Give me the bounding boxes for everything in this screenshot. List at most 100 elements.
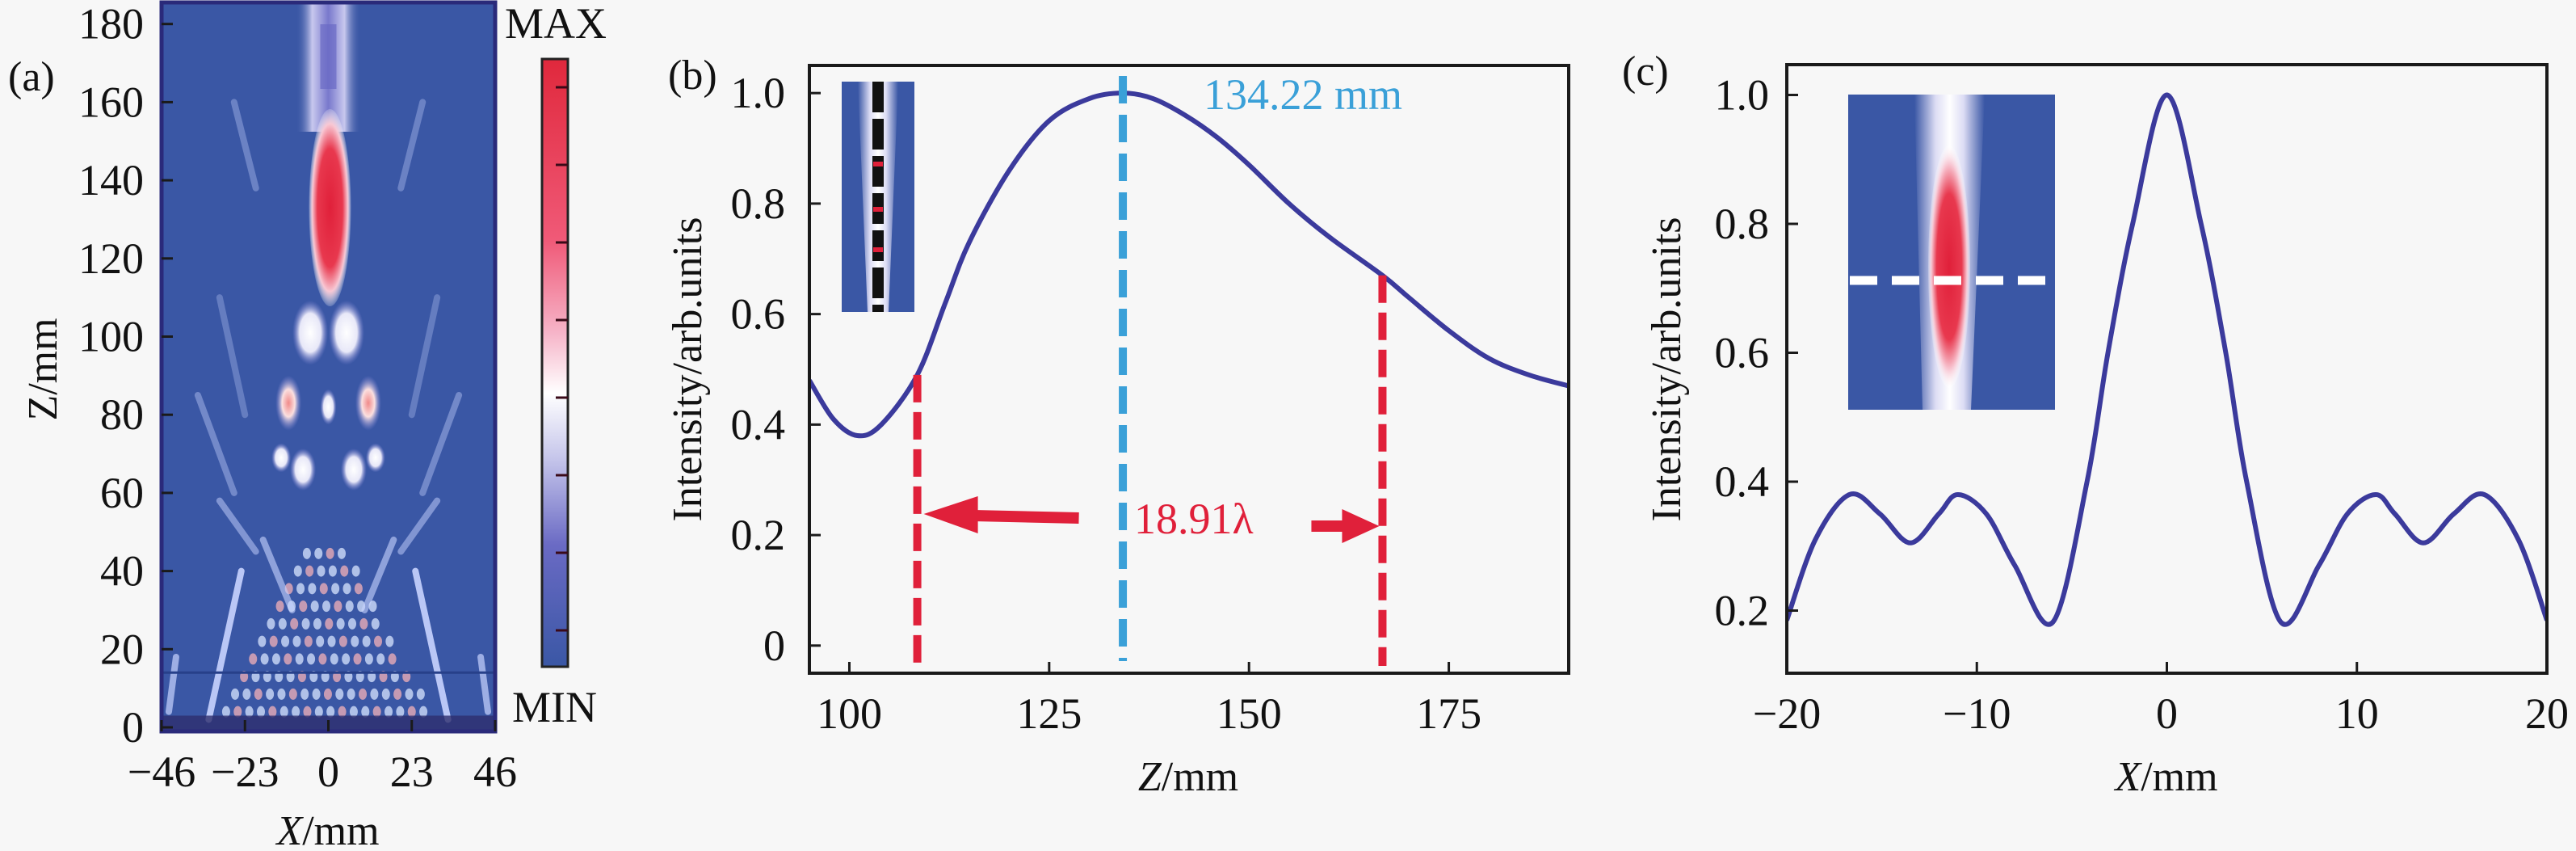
interference-speckle bbox=[326, 547, 334, 559]
interference-speckle bbox=[326, 706, 335, 718]
y-tick-label: 60 bbox=[100, 469, 144, 517]
intensity-lobe bbox=[275, 375, 302, 431]
heatmap bbox=[162, 2, 495, 731]
interference-speckle bbox=[275, 600, 284, 613]
diffraction-streak bbox=[216, 497, 259, 555]
interference-speckle bbox=[338, 635, 347, 647]
interference-speckle bbox=[407, 706, 416, 718]
interference-speckle bbox=[340, 565, 349, 577]
right-arrow-head bbox=[1342, 509, 1380, 543]
left-arrow-shaft bbox=[973, 510, 1079, 524]
interference-speckle bbox=[314, 706, 323, 718]
y-tick-label: 1.0 bbox=[731, 69, 786, 117]
interference-speckle bbox=[307, 653, 316, 665]
interference-speckle bbox=[313, 617, 321, 630]
width-label: 18.91λ bbox=[1134, 495, 1254, 543]
y-tick-label: 0.8 bbox=[1715, 200, 1770, 248]
interference-speckle bbox=[318, 653, 327, 665]
panel-c: (c) Intensity/arb.units X/mm −20 −10 0 10 20… bbox=[1622, 48, 2569, 800]
interference-speckle bbox=[371, 617, 380, 630]
interference-speckle bbox=[385, 635, 394, 647]
panel-a-xlabel: X/mm bbox=[275, 808, 379, 851]
xlabel-unit: /mm bbox=[1162, 754, 1238, 800]
interference-speckle bbox=[221, 706, 230, 718]
panel-c-axes: −20 −10 0 10 20 0.2 0.4 0.6 0.8 1.0 bbox=[1715, 71, 2570, 739]
interference-speckle bbox=[303, 706, 312, 718]
intensity-lobe bbox=[290, 448, 317, 491]
colorbar-gradient bbox=[540, 57, 569, 668]
interference-speckle bbox=[293, 565, 302, 577]
panel-c-plot bbox=[1787, 92, 2547, 627]
interference-speckle bbox=[231, 688, 240, 700]
panel-c-label: (c) bbox=[1622, 48, 1669, 95]
diffraction-streak bbox=[419, 392, 463, 496]
panel-b-label: (b) bbox=[668, 53, 717, 99]
interference-speckle bbox=[353, 653, 362, 665]
interference-speckle bbox=[396, 706, 405, 718]
interference-speckle bbox=[361, 706, 370, 718]
colorbar-ticks bbox=[556, 86, 568, 632]
y-tick-label: 160 bbox=[78, 78, 144, 126]
panel-a: (a) −46 −23 0 23 46020406080100120140160180 … bbox=[8, 0, 607, 851]
interference-speckle bbox=[351, 635, 359, 647]
interference-speckle bbox=[372, 706, 381, 718]
x-tick-label: −46 bbox=[128, 748, 195, 796]
panel-b-ylabel: Intensity/arb.units bbox=[665, 217, 711, 522]
interference-speckle bbox=[349, 706, 358, 718]
interference-speckle bbox=[354, 583, 363, 595]
interference-speckle bbox=[292, 635, 301, 647]
colorbar: MAX MIN bbox=[505, 0, 607, 731]
panel-a-label: (a) bbox=[8, 54, 55, 100]
interference-speckle bbox=[284, 653, 292, 665]
inset-red-marker bbox=[873, 207, 883, 212]
interference-speckle bbox=[327, 635, 336, 647]
interference-speckle bbox=[370, 688, 379, 700]
panel-c-xlabel: X/mm bbox=[2113, 754, 2217, 800]
interference-speckle bbox=[359, 617, 368, 630]
x-tick-label: 0 bbox=[2156, 689, 2178, 738]
interference-speckle bbox=[266, 688, 275, 700]
intensity-curve bbox=[809, 91, 1569, 439]
interference-speckle bbox=[323, 688, 332, 700]
panel-b-inset bbox=[842, 82, 914, 312]
interference-speckle bbox=[331, 583, 340, 595]
x-tick-label: 20 bbox=[2525, 689, 2569, 738]
y-tick-label: 0.4 bbox=[1715, 457, 1770, 506]
diffraction-streak bbox=[230, 99, 259, 192]
interference-speckle bbox=[374, 635, 383, 647]
interference-speckle bbox=[337, 547, 346, 559]
y-tick-label: 140 bbox=[78, 156, 144, 204]
interference-speckle bbox=[342, 583, 351, 595]
y-tick-label: 1.0 bbox=[1715, 71, 1770, 120]
y-tick-label: 20 bbox=[100, 625, 144, 673]
peak-position-label: 134.22 mm bbox=[1204, 70, 1402, 119]
interference-speckle bbox=[296, 583, 305, 595]
interference-speckle bbox=[334, 600, 342, 613]
panel-b: (b) Intensity/arb.units Z/mm 100 125 150 17… bbox=[665, 53, 1570, 800]
interference-speckle bbox=[393, 688, 402, 700]
x-tick-label: 150 bbox=[1217, 689, 1282, 738]
interference-speckle bbox=[314, 547, 323, 559]
interference-speckle bbox=[268, 706, 277, 718]
intensity-lobe bbox=[292, 300, 329, 365]
interference-speckle bbox=[342, 653, 351, 665]
y-tick-label: 0.8 bbox=[731, 179, 786, 228]
interference-speckle bbox=[364, 653, 373, 665]
diffraction-streak bbox=[194, 392, 237, 496]
interference-speckle bbox=[245, 706, 254, 718]
xlabel-var: X bbox=[275, 808, 304, 851]
xlabel-unit: /mm bbox=[2141, 754, 2217, 800]
interference-speckle bbox=[381, 688, 390, 700]
y-tick-label: 100 bbox=[78, 313, 144, 361]
y-tick-label: 0 bbox=[763, 621, 785, 670]
y-tick-label: 0.6 bbox=[731, 290, 786, 339]
interference-speckle bbox=[347, 688, 355, 700]
interference-speckle bbox=[269, 635, 278, 647]
inset-red-marker bbox=[873, 247, 883, 252]
interference-speckle bbox=[267, 617, 275, 630]
y-tick-label: 0 bbox=[122, 703, 144, 752]
interference-speckle bbox=[310, 600, 319, 613]
intensity-lobe bbox=[320, 389, 337, 425]
interference-speckle bbox=[302, 547, 311, 559]
